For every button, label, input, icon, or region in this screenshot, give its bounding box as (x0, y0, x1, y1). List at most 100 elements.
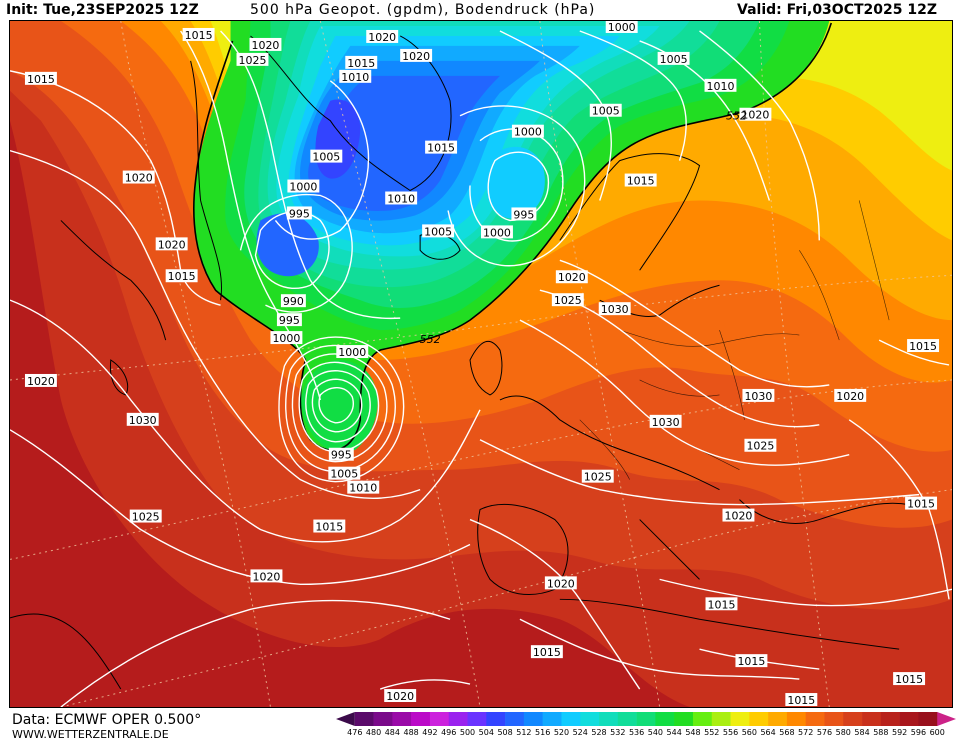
isobar-value: 1005 (330, 468, 358, 481)
isobar-label: 1030 (649, 414, 682, 429)
isobar-label: 1020 (155, 237, 188, 251)
colorbar-swatch (768, 712, 788, 726)
colorbar-level: 484 (384, 728, 400, 737)
isobar-label: 1015 (345, 55, 378, 70)
isobar-label-bg (624, 173, 657, 187)
colorbar-labels: 476 480 484 488 492 496 500 504 508 512 516 520 524 5… (336, 728, 956, 740)
colorbar-level: 476 (347, 728, 363, 737)
isobar-value: 1015 (427, 142, 455, 155)
isobar-label-bg (581, 469, 614, 483)
isobar-label-bg (705, 597, 738, 611)
isobar-label: 1025 (236, 52, 269, 67)
colorbar-level: 560 (741, 728, 757, 737)
isobar-value: 995 (513, 208, 534, 221)
colorbar-swatch (392, 712, 412, 726)
isobar-label-bg (544, 576, 577, 590)
colorbar-level: 568 (779, 728, 795, 737)
isobar-label-bg (182, 27, 215, 41)
isobar-label: 995 (511, 207, 537, 221)
coastlines (10, 35, 910, 690)
isobar-label: 1030 (742, 388, 775, 403)
isobar-label: 1015 (893, 672, 926, 686)
colorbar-swatch (448, 712, 468, 726)
isobar-label-bg (24, 71, 57, 85)
isobar-label-bg (249, 37, 282, 51)
isobar-label-bg (425, 140, 458, 154)
isobar-value: 1030 (601, 303, 629, 316)
colorbar-swatch (467, 712, 487, 726)
isobar-label: 1010 (704, 78, 737, 93)
colorbar-swatch (580, 712, 600, 726)
isobar-label: 1020 (400, 48, 433, 63)
isobar-label-bg (336, 345, 369, 359)
isobar-value: 1020 (558, 271, 586, 284)
isobar-label-bg (735, 654, 768, 668)
colorbar-level: 524 (572, 728, 588, 737)
data-source: Data: ECMWF OPER 0.500° (12, 712, 202, 728)
isobar-value: 1025 (584, 471, 612, 484)
isobar-value: 1000 (514, 126, 542, 139)
colorbar: 476 480 484 488 492 496 500 504 508 512 516 520 524 5… (336, 712, 956, 740)
isobar-label: 1010 (339, 69, 372, 84)
colorbar-level: 508 (497, 728, 513, 737)
colorbar-swatch (636, 712, 656, 726)
contour-labels: 552 552 (420, 110, 747, 346)
isobar-label-bg (236, 52, 269, 66)
colorbar-swatch (523, 712, 543, 726)
isobar-label: 1010 (385, 191, 418, 205)
colorbar-level: 564 (760, 728, 776, 737)
isobar-value: 1020 (125, 172, 153, 185)
isobar-label-bg (385, 191, 418, 205)
isobar-value: 1020 (158, 238, 186, 251)
isobar-label: 1015 (24, 71, 57, 86)
isobar-label-bg (905, 496, 938, 510)
isobar-label-bg (328, 466, 361, 480)
colorbar-level: 496 (441, 728, 457, 737)
isobar-label: 1020 (834, 388, 867, 403)
isobar-value: 1020 (547, 577, 575, 590)
isobar-value: 1030 (652, 416, 680, 429)
isobar-label: 1005 (589, 103, 622, 118)
isobar-value: 1030 (744, 390, 772, 403)
isobar-value: 1010 (341, 71, 369, 84)
isobar-label-bg (328, 447, 354, 461)
isobar-value: 1000 (483, 226, 511, 239)
isobar-label-bg (400, 48, 433, 62)
colorbar-swatch (505, 712, 525, 726)
isobar-label-bg (155, 237, 188, 251)
isobar-value: 1025 (239, 54, 267, 67)
isobar-label-bg (511, 207, 537, 221)
colorbar-level: 584 (854, 728, 870, 737)
isobar-value: 1000 (289, 181, 317, 194)
isobar-value: 1015 (708, 598, 736, 611)
colorbar-level: 588 (873, 728, 889, 737)
isobar-value: 1020 (836, 390, 864, 403)
isobar-value: 1000 (272, 332, 300, 345)
isobar-label: 1005 (310, 149, 343, 164)
isobar-label-bg (742, 388, 775, 402)
colorbar-swatch (786, 712, 806, 726)
isobar-label: 995 (328, 447, 354, 462)
isobar-label: 1000 (336, 345, 369, 359)
isobar-label: 1010 (347, 480, 380, 495)
colorbar-level: 596 (910, 728, 927, 737)
colorbar-level: 572 (798, 728, 814, 737)
isobar-value: 1020 (251, 39, 279, 52)
isobar-label: 1020 (250, 569, 283, 583)
isobar-label: 1000 (605, 21, 638, 34)
isobar-label-bg (598, 302, 631, 316)
isobars (10, 30, 952, 707)
isobar-label: 1005 (657, 51, 690, 66)
isobar-label-bg (366, 29, 399, 43)
colorbar-level: 592 (891, 728, 908, 737)
isobar-label: 1025 (129, 509, 162, 524)
isobar-label-bg (551, 293, 584, 307)
isobar-value: 1020 (402, 50, 430, 63)
isobar-label-bg (339, 69, 372, 83)
isobar-value: 1015 (907, 498, 935, 511)
isobar-value: 1000 (608, 21, 636, 34)
isobar-label-bg (165, 269, 198, 283)
isobar-label-bg (122, 170, 155, 184)
isobar-label: 1015 (530, 645, 563, 659)
